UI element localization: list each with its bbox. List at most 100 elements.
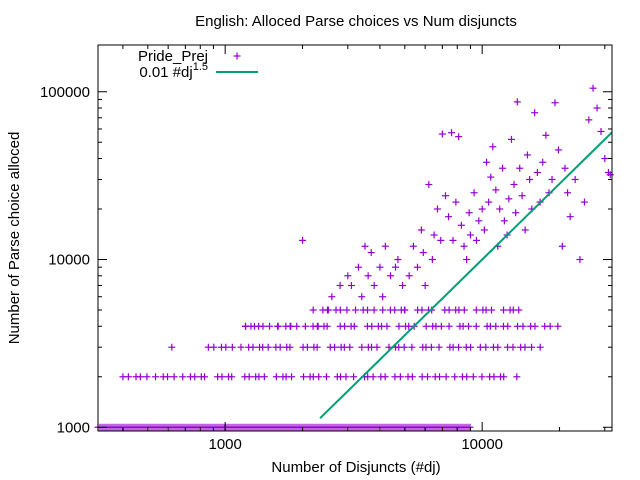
legend-label-fit: 0.01 #dj1.5 [139, 61, 208, 81]
data-point [361, 242, 369, 250]
data-point [437, 322, 445, 330]
data-point [536, 343, 544, 351]
data-point [466, 231, 474, 239]
data-point [427, 343, 435, 351]
data-point [352, 306, 360, 314]
data-point [465, 322, 473, 330]
data-point [475, 217, 483, 225]
data-point [341, 322, 349, 330]
data-point [430, 231, 438, 239]
data-point [542, 131, 550, 139]
data-point [472, 236, 480, 244]
data-point [358, 293, 366, 301]
y-tick-label: 1000 [57, 419, 90, 436]
data-point [505, 195, 513, 203]
fit-line-group [319, 131, 612, 419]
data-point [409, 242, 417, 250]
data-point [564, 189, 572, 197]
data-point [417, 226, 425, 234]
data-point [347, 281, 355, 289]
data-point [521, 226, 529, 234]
data-point [152, 373, 160, 381]
data-point [531, 109, 539, 117]
data-point [500, 306, 508, 314]
data-point [379, 293, 387, 301]
data-point [370, 306, 378, 314]
data-point [391, 306, 399, 314]
x-axis-title: Number of Disjuncts (#dj) [271, 459, 440, 476]
data-point [364, 306, 372, 314]
data-point [442, 373, 450, 381]
data-point [322, 373, 330, 381]
data-point [343, 306, 351, 314]
data-point [381, 373, 389, 381]
data-point [250, 322, 258, 330]
data-point [539, 158, 547, 166]
data-point [179, 373, 187, 381]
data-point [482, 343, 490, 351]
legend-label-fit-exponent: 1.5 [193, 61, 208, 73]
data-point [601, 155, 609, 163]
data-point [445, 322, 453, 330]
data-point [593, 104, 601, 112]
legend-swatch-points [233, 52, 241, 60]
data-point [513, 373, 521, 381]
data-point [228, 343, 236, 351]
data-point [492, 322, 500, 330]
data-point [218, 373, 226, 381]
data-point [463, 256, 471, 264]
data-point [242, 322, 250, 330]
data-point [401, 306, 409, 314]
data-point [510, 181, 518, 189]
data-point [449, 236, 457, 244]
legend: Pride_Prej 0.01 #dj1.5 [138, 48, 258, 81]
data-point [571, 175, 579, 183]
data-point [554, 146, 562, 154]
data-point [585, 116, 593, 124]
data-point [170, 373, 178, 381]
data-point [245, 373, 253, 381]
data-point [499, 164, 507, 172]
data-point [509, 343, 517, 351]
data-point [303, 343, 311, 351]
x-tick-label: 10000 [461, 436, 503, 453]
data-point [457, 221, 465, 229]
data-point [408, 373, 416, 381]
data-point [424, 373, 432, 381]
y-axis-title: Number of Parse choice alloced [6, 132, 23, 345]
data-point [422, 322, 430, 330]
data-point [494, 343, 502, 351]
data-point [373, 343, 381, 351]
data-point [413, 263, 421, 271]
data-point [554, 322, 562, 330]
data-point [469, 373, 477, 381]
x-tick-label: 1000 [208, 436, 241, 453]
data-point [399, 281, 407, 289]
chart-title: English: Alloced Parse choices vs Num di… [195, 13, 517, 30]
data-point [472, 322, 480, 330]
data-point [237, 343, 245, 351]
data-point [455, 133, 463, 141]
data-point [392, 263, 400, 271]
data-point [467, 343, 475, 351]
data-point [518, 192, 526, 200]
data-point [210, 343, 218, 351]
data-point [379, 306, 387, 314]
data-point [259, 322, 267, 330]
data-point [301, 322, 309, 330]
data-point [531, 322, 539, 330]
legend-label-fit-base: 0.01 #dj [139, 64, 192, 81]
data-point [266, 322, 274, 330]
data-point [191, 373, 199, 381]
plot-frame [97, 44, 613, 432]
data-point [368, 322, 376, 330]
data-point [370, 281, 378, 289]
data-point [364, 272, 372, 280]
data-point [451, 373, 459, 381]
data-point [513, 98, 521, 106]
data-point [489, 143, 497, 151]
data-point [490, 373, 498, 381]
data-point [274, 322, 282, 330]
data-point [259, 343, 267, 351]
data-point [428, 256, 436, 264]
